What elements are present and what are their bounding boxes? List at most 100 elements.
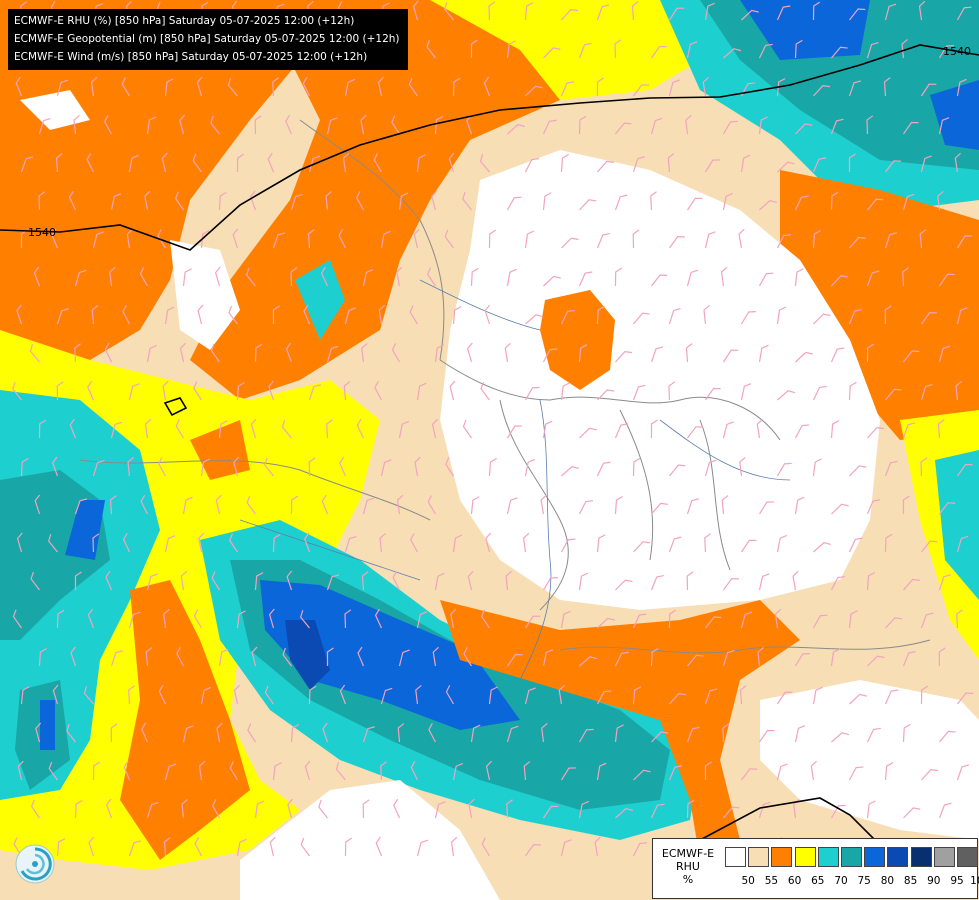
wind-barb-icon [236, 838, 247, 857]
wind-barb-icon [902, 422, 916, 439]
wind-barb-icon [304, 532, 311, 553]
wind-barb-icon [954, 152, 961, 173]
wind-barb-icon [704, 231, 716, 249]
legend-tick-label: 95 [950, 875, 964, 887]
wind-barb-icon [848, 80, 862, 97]
wind-barb-icon [218, 191, 227, 211]
wind-barb-icon [356, 418, 365, 439]
wind-barb-icon [523, 761, 531, 781]
wind-barb-icon [686, 269, 699, 287]
wind-barb-icon [632, 229, 640, 249]
wind-barb-icon [299, 610, 310, 629]
wind-barb-icon [412, 0, 419, 21]
wind-barb-icon [758, 116, 768, 135]
wind-barb-icon [867, 426, 885, 439]
border-line [559, 639, 931, 654]
wind-barb-icon [596, 77, 604, 96]
wind-barb-icon [774, 608, 782, 629]
wind-barb-icon [52, 456, 59, 477]
river-line [419, 279, 541, 331]
wind-barb-icon [83, 686, 94, 705]
wind-barb-icon [812, 385, 827, 401]
wind-barb-icon [830, 118, 844, 135]
wind-barb-icon [956, 6, 972, 21]
wind-barb-icon [128, 685, 135, 705]
wind-barb-icon [361, 342, 368, 363]
wind-barb-icon [633, 769, 651, 781]
wind-barb-icon [506, 799, 513, 819]
wind-barb-icon [668, 536, 682, 553]
legend-swatch [794, 847, 816, 867]
wind-barb-icon [139, 267, 148, 287]
contour-label: 1540 [28, 226, 56, 239]
wind-barb-icon [362, 726, 375, 743]
wind-barb-icon [704, 459, 717, 477]
wind-barb-icon [141, 722, 149, 743]
wind-barb-icon [848, 537, 863, 553]
wind-barb-icon [614, 194, 628, 211]
wind-barb-icon [848, 610, 858, 629]
wind-barb-icon [179, 342, 187, 363]
wind-barb-icon [504, 342, 511, 363]
legend-title-model: ECMWF-E [661, 847, 715, 860]
wind-barb-icon [74, 571, 82, 590]
wind-barb-icon [776, 78, 786, 97]
wind-barb-icon [830, 804, 846, 819]
wind-barb-icon [17, 760, 24, 781]
wind-barb-icon [109, 495, 117, 515]
wind-barb-icon [92, 761, 101, 781]
wind-barb-icon [268, 380, 275, 401]
wind-barb-icon [468, 798, 475, 819]
legend-swatch [887, 847, 909, 867]
wind-barb-icon [705, 616, 722, 629]
rhu-zone-orange-sw [120, 580, 250, 860]
legend-tick-label: 65 [811, 875, 825, 887]
wind-barb-icon [579, 427, 597, 439]
wind-barb-icon [704, 533, 711, 553]
wind-barb-icon [776, 763, 788, 781]
wind-barb-icon [302, 76, 311, 97]
wind-barb-icon [757, 647, 764, 667]
wind-barb-icon [434, 572, 445, 591]
wind-barb-icon [163, 837, 171, 857]
wind-barb-icon [55, 153, 63, 173]
wind-barb-icon [668, 7, 685, 21]
river-line [659, 419, 791, 481]
wind-barb-icon [250, 418, 257, 439]
wind-barb-icon [813, 541, 832, 553]
wind-barb-icon [813, 84, 831, 97]
wind-barb-icon [938, 574, 951, 591]
contour-label: 1540 [943, 45, 971, 58]
wind-barb-icon [901, 39, 908, 59]
wind-barb-icon [232, 228, 239, 249]
wind-barb-icon [723, 806, 740, 819]
wind-barb-icon [921, 768, 939, 781]
wind-barb-icon [596, 305, 605, 325]
wind-barb-icon [650, 117, 663, 135]
legend-tick-label: 90 [927, 875, 941, 887]
wind-barb-icon [884, 689, 899, 705]
wind-barb-icon [560, 153, 570, 173]
wind-barb-icon [903, 350, 920, 363]
wind-barb-icon [398, 420, 410, 439]
legend-title: ECMWF-E RHU % [657, 847, 719, 886]
border-lines [79, 119, 931, 654]
rhu-zone-orange-north [190, 0, 560, 400]
wind-barb-icon [410, 533, 418, 553]
wind-barb-icon [542, 192, 552, 211]
wind-barb-icon [794, 725, 806, 743]
wind-barb-icon [633, 541, 651, 553]
wind-barb-icon [777, 390, 796, 401]
wind-barb-icon [524, 458, 536, 477]
wind-barb-icon [416, 382, 427, 401]
wind-barb-icon [756, 418, 763, 439]
wind-barb-icon [578, 800, 590, 819]
wind-barb-icon [20, 686, 30, 705]
wind-barb-icon [812, 458, 822, 477]
wind-barb-icon [795, 351, 813, 363]
wind-barb-icon [920, 457, 928, 477]
wind-barb-icon [344, 307, 356, 325]
wind-barb-icon [380, 230, 391, 249]
rhu-zone-blue-west2 [40, 700, 55, 750]
rhu-zone-white-nw [20, 90, 90, 130]
